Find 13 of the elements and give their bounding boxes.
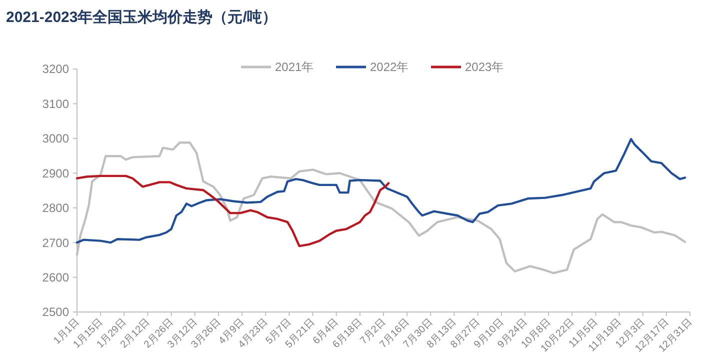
y-tick-label: 3100	[42, 96, 70, 111]
line-series	[76, 174, 390, 248]
y-tick-label: 2600	[42, 270, 70, 284]
y-tick-label: 2900	[42, 166, 70, 180]
legend-label: 2023年	[465, 60, 504, 74]
y-tick-label: 2700	[42, 236, 70, 250]
legend-label: 2022年	[370, 60, 409, 74]
y-tick-label: 3000	[42, 132, 70, 146]
chart-title: 2021-2023年全国玉米均价走势（元/吨）	[6, 9, 277, 26]
y-tick-label: 2800	[42, 201, 70, 216]
legend-label: 2021年	[275, 60, 314, 74]
y-tick-label: 3200	[42, 62, 70, 76]
y-tick-label: 2500	[42, 305, 70, 320]
